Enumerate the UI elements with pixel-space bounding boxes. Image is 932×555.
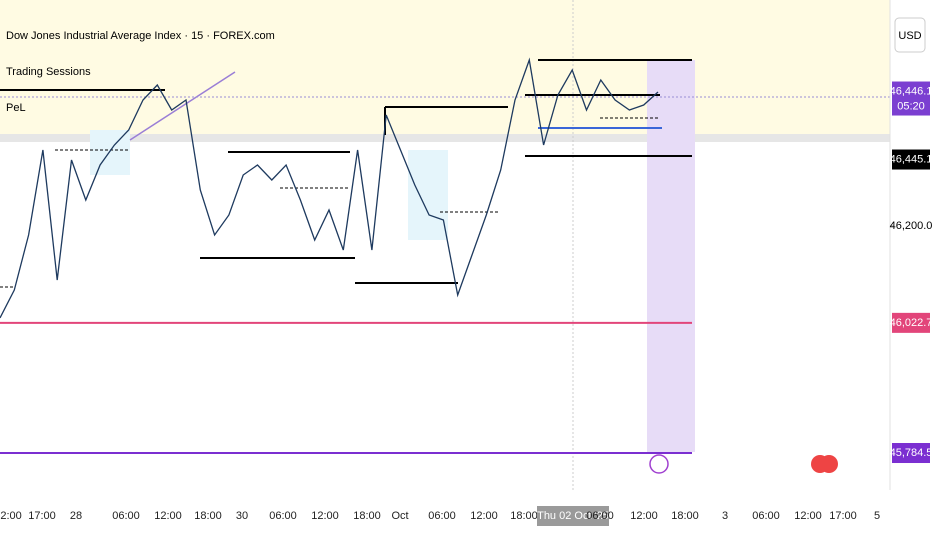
- x-tick-label: 12:00: [470, 510, 498, 522]
- x-tick-label: 30: [236, 510, 248, 522]
- price-line: [0, 57, 659, 319]
- range-highlight: [647, 60, 695, 452]
- price-tag: [892, 149, 930, 170]
- price-tag: [892, 312, 930, 333]
- price-tag-label: 46,446.1: [890, 85, 932, 97]
- x-tick-label: 28: [70, 510, 82, 522]
- session-box: [90, 130, 130, 175]
- x-tick-label: 5: [874, 510, 880, 522]
- x-tick-label: Thu 02 Oct '25: [537, 510, 609, 522]
- event-icon[interactable]: [649, 454, 669, 474]
- x-tick-label: 06:00: [428, 510, 456, 522]
- crosshair-tag: [537, 506, 609, 526]
- x-tick-label: 3: [722, 510, 728, 522]
- x-tick-label: 06:00: [269, 510, 297, 522]
- x-tick-label: 06:00: [112, 510, 140, 522]
- currency: USD: [898, 30, 921, 42]
- x-tick-label: 06:00: [752, 510, 780, 522]
- currency-box: [894, 17, 926, 53]
- x-tick-label: 18:00: [671, 510, 699, 522]
- trend-line: [129, 71, 236, 141]
- x-tick-label: Oct: [391, 510, 408, 522]
- price-tag: [892, 81, 930, 116]
- x-tick-label: 12:00: [794, 510, 822, 522]
- session-edge: [0, 134, 890, 142]
- indicator: Trading Sessions: [6, 66, 91, 78]
- x-tick-label: 12:00: [0, 510, 22, 522]
- event-icon[interactable]: [820, 455, 838, 473]
- chart-title: Dow Jones Industrial Average Index · 15 …: [6, 30, 275, 42]
- x-tick-label: 12:00: [154, 510, 182, 522]
- x-tick-label: 17:00: [829, 510, 857, 522]
- price-tag-label: 45,784.5: [890, 447, 932, 459]
- x-tick-label: 18:00: [194, 510, 222, 522]
- price-tag-sub: 05:20: [897, 100, 925, 112]
- session-box: [408, 150, 448, 240]
- y-tick-label: 46,200.0: [890, 220, 932, 232]
- indicator: PeL: [6, 102, 26, 114]
- x-tick-label: 18:00: [510, 510, 538, 522]
- x-tick-label: 12:00: [311, 510, 339, 522]
- x-tick-label: 12:00: [630, 510, 658, 522]
- price-tag-label: 46,022.7: [890, 317, 932, 329]
- price-tag: [892, 443, 930, 464]
- session-band: [0, 0, 890, 138]
- x-tick-label: 17:00: [28, 510, 56, 522]
- price-tag-label: 46,445.1: [890, 153, 932, 165]
- x-tick-label: 18:00: [353, 510, 381, 522]
- mid-lines: [0, 117, 660, 288]
- x-tick-label: 06:00: [586, 510, 614, 522]
